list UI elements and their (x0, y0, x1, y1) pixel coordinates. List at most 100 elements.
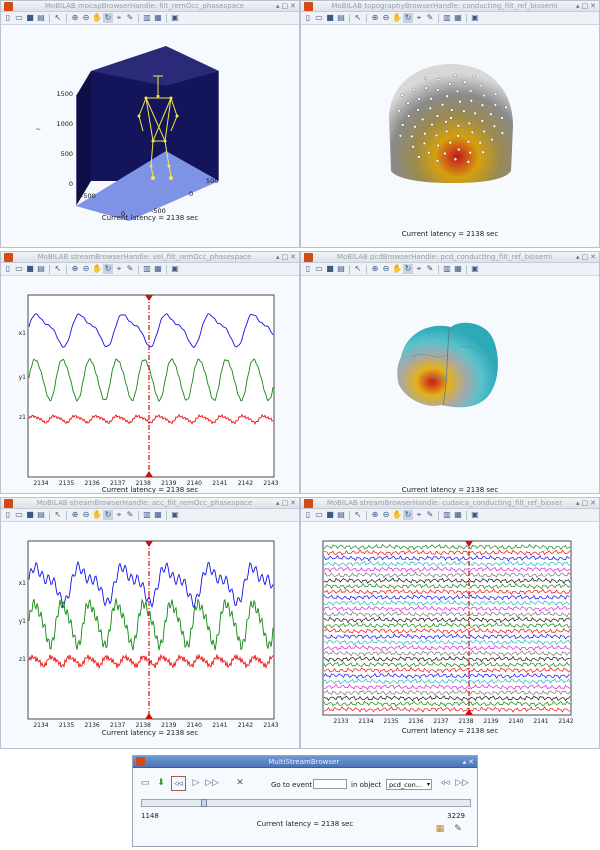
vel-stream-axes[interactable]: z1 y1 x1 2134 2135 2136 2137 2138 2139 2140 214… (1, 277, 299, 494)
new-figure-icon[interactable]: ▯ (305, 13, 311, 22)
open-file-icon[interactable]: ▭ (315, 510, 323, 519)
settings-tools-icon[interactable]: ✕ (236, 778, 244, 788)
plot-tools-icon[interactable]: ▣ (171, 13, 179, 22)
prev-event-button[interactable]: ◃◃ (440, 778, 450, 788)
pan-icon[interactable]: ✋ (392, 510, 402, 519)
new-figure-icon[interactable]: ▯ (5, 510, 11, 519)
zoom-in-icon[interactable]: ⊕ (371, 13, 379, 22)
brush-icon[interactable]: ✎ (126, 510, 134, 519)
scalp-topography-axes[interactable]: Current latency = 2138 sec (301, 26, 599, 248)
save-icon[interactable]: ■ (326, 264, 334, 273)
colorbar-icon[interactable]: ▥ (443, 510, 451, 519)
acc-stream-axes[interactable]: z1 y1 x1 2134 2135 2136 2137 2138 2139 2140 214… (1, 523, 299, 749)
next-event-button[interactable]: ▷▷ (455, 778, 469, 788)
rewind-button[interactable]: ◃◃ (171, 776, 186, 791)
new-figure-icon[interactable]: ▯ (305, 510, 311, 519)
edit-icon[interactable]: ✎ (454, 824, 462, 834)
brush-icon[interactable]: ✎ (126, 264, 134, 273)
print-icon[interactable]: ▤ (37, 510, 45, 519)
print-icon[interactable]: ▤ (337, 13, 345, 22)
pointer-icon[interactable]: ↖ (54, 264, 62, 273)
maximize-icon[interactable]: □ (281, 499, 289, 507)
close-icon[interactable]: ✕ (590, 2, 596, 10)
save-icon[interactable]: ■ (26, 13, 34, 22)
brush-icon[interactable]: ✎ (426, 264, 434, 273)
data-cursor-icon[interactable]: ⌖ (116, 264, 122, 273)
save-icon[interactable]: ■ (26, 264, 34, 273)
data-cursor-icon[interactable]: ⌖ (416, 264, 422, 273)
colorbar-icon[interactable]: ▥ (143, 13, 151, 22)
minimize-icon[interactable]: ▴ (462, 757, 467, 766)
pointer-icon[interactable]: ↖ (354, 264, 362, 273)
open-file-icon[interactable]: ▭ (315, 13, 323, 22)
time-slider[interactable] (141, 799, 471, 807)
fast-forward-button[interactable]: ▷▷ (205, 778, 219, 788)
legend-icon[interactable]: ▦ (454, 13, 462, 22)
minimize-icon[interactable]: ▴ (275, 499, 280, 507)
data-cursor-icon[interactable]: ⌖ (116, 510, 122, 519)
legend-icon[interactable]: ▦ (154, 264, 162, 273)
open-file-icon[interactable]: ▭ (315, 264, 323, 273)
maximize-icon[interactable]: □ (281, 2, 289, 10)
slider-thumb[interactable] (201, 799, 208, 807)
play-button[interactable]: ▷ (192, 778, 200, 788)
save-icon[interactable]: ■ (326, 13, 334, 22)
legend-icon[interactable]: ▦ (454, 264, 462, 273)
open-folder-icon[interactable]: ▭ (140, 778, 150, 788)
zoom-in-icon[interactable]: ⊕ (371, 264, 379, 273)
ica-stream-axes[interactable]: 2133 2134 2135 2136 2137 2138 2139 2140 2141 2142… (301, 523, 599, 749)
pan-icon[interactable]: ✋ (92, 264, 102, 273)
rotate-icon[interactable]: ↻ (403, 264, 413, 274)
legend-icon[interactable]: ▦ (154, 510, 162, 519)
minimize-icon[interactable]: ▴ (275, 253, 280, 261)
pointer-icon[interactable]: ↖ (54, 13, 62, 22)
zoom-in-icon[interactable]: ⊕ (71, 510, 79, 519)
minimize-icon[interactable]: ▴ (575, 2, 580, 10)
plot-tools-icon[interactable]: ▣ (471, 510, 479, 519)
pointer-icon[interactable]: ↖ (354, 13, 362, 22)
colorbar-icon[interactable]: ▥ (143, 264, 151, 273)
print-icon[interactable]: ▤ (37, 13, 45, 22)
maximize-icon[interactable]: □ (581, 253, 589, 261)
brush-icon[interactable]: ✎ (426, 13, 434, 22)
rotate-icon[interactable]: ↻ (403, 510, 413, 520)
pointer-icon[interactable]: ↖ (54, 510, 62, 519)
pan-icon[interactable]: ✋ (92, 510, 102, 519)
colorbar-icon[interactable]: ▥ (143, 510, 151, 519)
close-icon[interactable]: ✕ (290, 499, 296, 507)
zoom-out-icon[interactable]: ⊖ (382, 13, 390, 22)
maximize-icon[interactable]: □ (581, 2, 589, 10)
goto-event-input[interactable] (313, 779, 347, 789)
data-cursor-icon[interactable]: ⌖ (116, 13, 122, 22)
rotate-icon[interactable]: ↻ (103, 510, 113, 520)
object-select[interactable]: pcd_con... ▾ (386, 779, 432, 790)
new-figure-icon[interactable]: ▯ (305, 264, 311, 273)
pan-icon[interactable]: ✋ (92, 13, 102, 22)
pointer-icon[interactable]: ↖ (354, 510, 362, 519)
export-icon[interactable]: ▦ (435, 824, 445, 834)
brush-icon[interactable]: ✎ (126, 13, 134, 22)
zoom-in-icon[interactable]: ⊕ (371, 510, 379, 519)
colorbar-icon[interactable]: ▥ (443, 264, 451, 273)
close-icon[interactable]: ✕ (290, 253, 296, 261)
zoom-out-icon[interactable]: ⊖ (82, 264, 90, 273)
open-file-icon[interactable]: ▭ (15, 13, 23, 22)
close-icon[interactable]: ✕ (290, 2, 296, 10)
close-icon[interactable]: ✕ (468, 757, 474, 766)
zoom-in-icon[interactable]: ⊕ (71, 264, 79, 273)
mocap-3d-axes[interactable]: 1500 1000 500 0 ~ -500 0 500 0 -500 (1, 26, 299, 248)
save-icon[interactable]: ■ (26, 510, 34, 519)
close-icon[interactable]: ✕ (590, 253, 596, 261)
new-figure-icon[interactable]: ▯ (5, 264, 11, 273)
plot-tools-icon[interactable]: ▣ (171, 510, 179, 519)
save-icon[interactable]: ■ (326, 510, 334, 519)
zoom-out-icon[interactable]: ⊖ (82, 13, 90, 22)
zoom-out-icon[interactable]: ⊖ (382, 510, 390, 519)
plot-tools-icon[interactable]: ▣ (471, 13, 479, 22)
maximize-icon[interactable]: □ (281, 253, 289, 261)
open-file-icon[interactable]: ▭ (15, 264, 23, 273)
data-cursor-icon[interactable]: ⌖ (416, 13, 422, 22)
open-file-icon[interactable]: ▭ (15, 510, 23, 519)
print-icon[interactable]: ▤ (337, 264, 345, 273)
zoom-in-icon[interactable]: ⊕ (71, 13, 79, 22)
